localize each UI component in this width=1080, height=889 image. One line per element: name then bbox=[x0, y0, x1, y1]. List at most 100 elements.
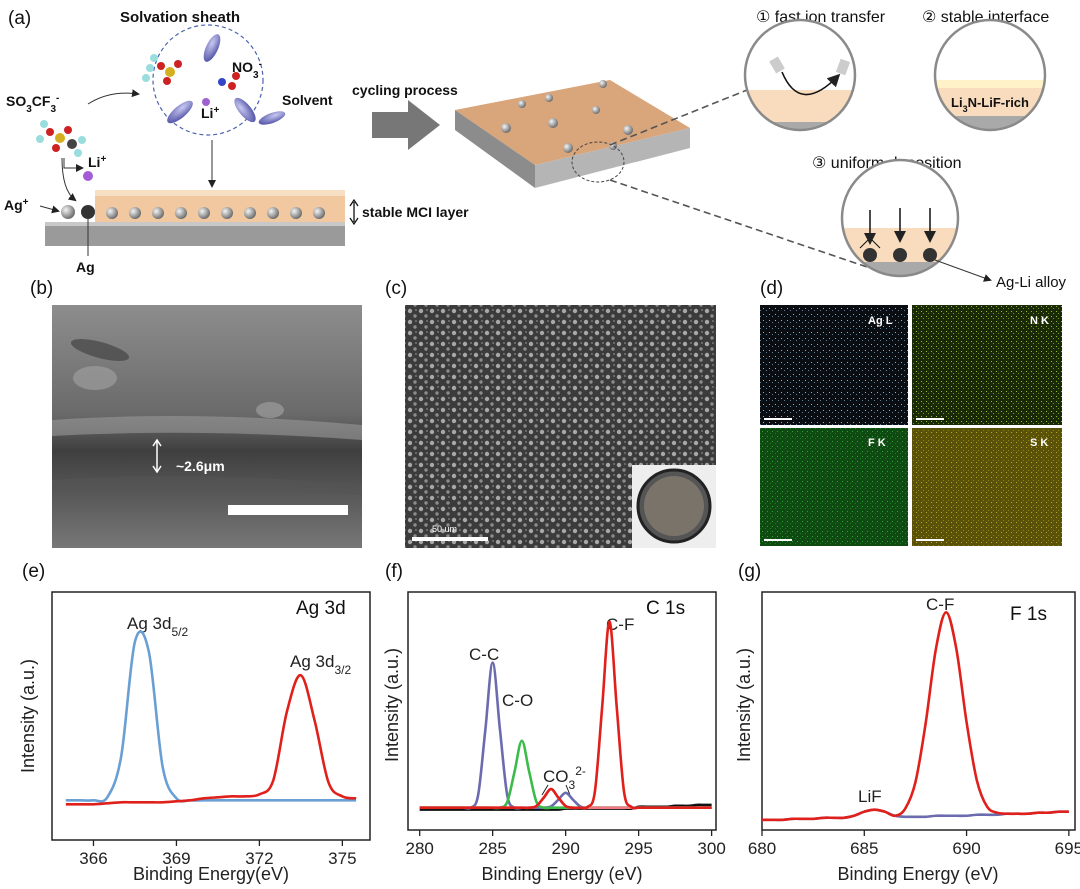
ag-particles-part bbox=[198, 207, 210, 219]
circle-border bbox=[933, 18, 1047, 132]
annotation: C-F bbox=[926, 595, 954, 614]
slab-particles-part bbox=[545, 94, 553, 102]
sem-image-c bbox=[405, 305, 716, 548]
ion bbox=[835, 58, 851, 76]
anion-in-sheath bbox=[142, 54, 182, 85]
ag-particles-part bbox=[244, 207, 256, 219]
circle-border bbox=[840, 158, 960, 278]
anion-cluster-part bbox=[46, 128, 54, 136]
anion-in-sheath-part bbox=[174, 60, 182, 68]
annotation: C-F bbox=[606, 615, 634, 634]
panel-label: (c) bbox=[385, 278, 407, 299]
zoom-circle bbox=[935, 20, 1045, 130]
ag-particles-part bbox=[81, 205, 95, 219]
anion-in-sheath-part bbox=[157, 62, 165, 70]
panel-label: (a) bbox=[8, 8, 31, 29]
panel-label: (d) bbox=[760, 278, 783, 299]
eds-maps bbox=[760, 305, 1062, 546]
y-axis-label: Intensity (a.u.) bbox=[18, 659, 38, 773]
panel-label: (e) bbox=[22, 561, 45, 582]
anion-in-sheath-part bbox=[165, 67, 175, 77]
li-ion bbox=[83, 171, 93, 181]
sem-image-b-part bbox=[52, 476, 362, 495]
annotation: LiF bbox=[858, 787, 882, 806]
sem-image-c-part bbox=[644, 476, 704, 536]
deposits-part bbox=[923, 248, 937, 262]
eds-maps-part bbox=[764, 418, 792, 420]
anion-in-sheath-part bbox=[142, 74, 150, 82]
anion-in-sheath-part bbox=[163, 77, 171, 85]
nitrate-in-sheath bbox=[202, 72, 240, 106]
slab-particles-part bbox=[518, 100, 526, 108]
arrow bbox=[63, 158, 84, 172]
map-label: F K bbox=[868, 437, 886, 449]
sem-image-b-part bbox=[256, 402, 284, 418]
substrate bbox=[45, 222, 345, 246]
label: SO3CF3- bbox=[6, 93, 59, 115]
sem-image-b bbox=[52, 305, 362, 548]
thickness-label: ~2.6μm bbox=[176, 458, 225, 474]
annotation: Ag 3d3/2 bbox=[290, 652, 351, 677]
x-tick-label: 695 bbox=[1055, 839, 1080, 858]
anion-cluster-part bbox=[78, 136, 86, 144]
zoom-circle-part bbox=[935, 88, 1045, 116]
eds-maps-part bbox=[912, 428, 1062, 546]
anion-in-sheath-part bbox=[150, 54, 158, 62]
x-axis-label: Binding Energy (eV) bbox=[837, 864, 998, 884]
panel-label: (g) bbox=[738, 561, 761, 582]
ag-particles-part bbox=[129, 207, 141, 219]
slab-top bbox=[455, 80, 690, 165]
solvent-molecules-part bbox=[167, 100, 193, 124]
ion bbox=[769, 56, 785, 74]
x-tick-label: 295 bbox=[624, 839, 652, 858]
annotation: Ag 3d5/2 bbox=[127, 614, 188, 639]
thickness-arrow bbox=[349, 198, 359, 226]
solvent-molecules-part bbox=[203, 34, 221, 62]
arrow bbox=[87, 89, 140, 105]
nitrate-in-sheath-part bbox=[218, 78, 226, 86]
label: stable MCI layer bbox=[362, 204, 469, 220]
sem-image-b-part bbox=[152, 438, 162, 474]
label: Ag+ bbox=[4, 197, 29, 214]
y-axis-label: Intensity (a.u.) bbox=[382, 648, 402, 762]
label: cycling process bbox=[352, 82, 458, 98]
anion-cluster-part bbox=[52, 144, 60, 152]
zoom-circle-part bbox=[745, 90, 855, 122]
deposits bbox=[859, 208, 937, 262]
sem-image-b-part bbox=[70, 339, 130, 361]
map-label: N K bbox=[1030, 315, 1049, 327]
x-tick-label: 290 bbox=[551, 839, 579, 858]
anion-cluster-part bbox=[36, 135, 44, 143]
zoom-circle-part bbox=[745, 122, 855, 130]
annotation: C-O bbox=[502, 691, 533, 710]
sem-image-b-part bbox=[73, 366, 117, 390]
zoom-mark bbox=[571, 141, 625, 183]
x-tick-label: 366 bbox=[79, 849, 107, 868]
solvent-molecules-part bbox=[234, 97, 256, 123]
ag-particles-part bbox=[313, 207, 325, 219]
zoom-line bbox=[609, 179, 871, 269]
x-tick-label: 300 bbox=[697, 839, 725, 858]
series-line bbox=[419, 661, 712, 810]
series-line bbox=[65, 630, 357, 803]
eds-maps-part bbox=[912, 305, 1062, 425]
x-tick-label: 375 bbox=[328, 849, 356, 868]
x-axis-label: Binding Energy (eV) bbox=[481, 864, 642, 884]
label: Solvation sheath bbox=[120, 9, 240, 26]
slab-particles-part bbox=[563, 143, 573, 153]
annotation: C 1s bbox=[646, 598, 685, 619]
label: Li3N-LiF-rich bbox=[951, 95, 1029, 114]
circle-border bbox=[743, 18, 857, 132]
slab-particles bbox=[501, 80, 633, 153]
annotation: C-C bbox=[469, 645, 499, 664]
pointer bbox=[934, 259, 992, 282]
deposits-part bbox=[893, 248, 907, 262]
ag-particles bbox=[61, 205, 325, 219]
y-axis-label: Intensity (a.u.) bbox=[734, 648, 754, 762]
label: ② stable interface bbox=[922, 9, 1049, 26]
anion-cluster bbox=[36, 120, 86, 157]
zoom-circle-part bbox=[935, 116, 1045, 130]
annotation-pointer bbox=[541, 784, 571, 796]
ag-particles-part bbox=[106, 207, 118, 219]
